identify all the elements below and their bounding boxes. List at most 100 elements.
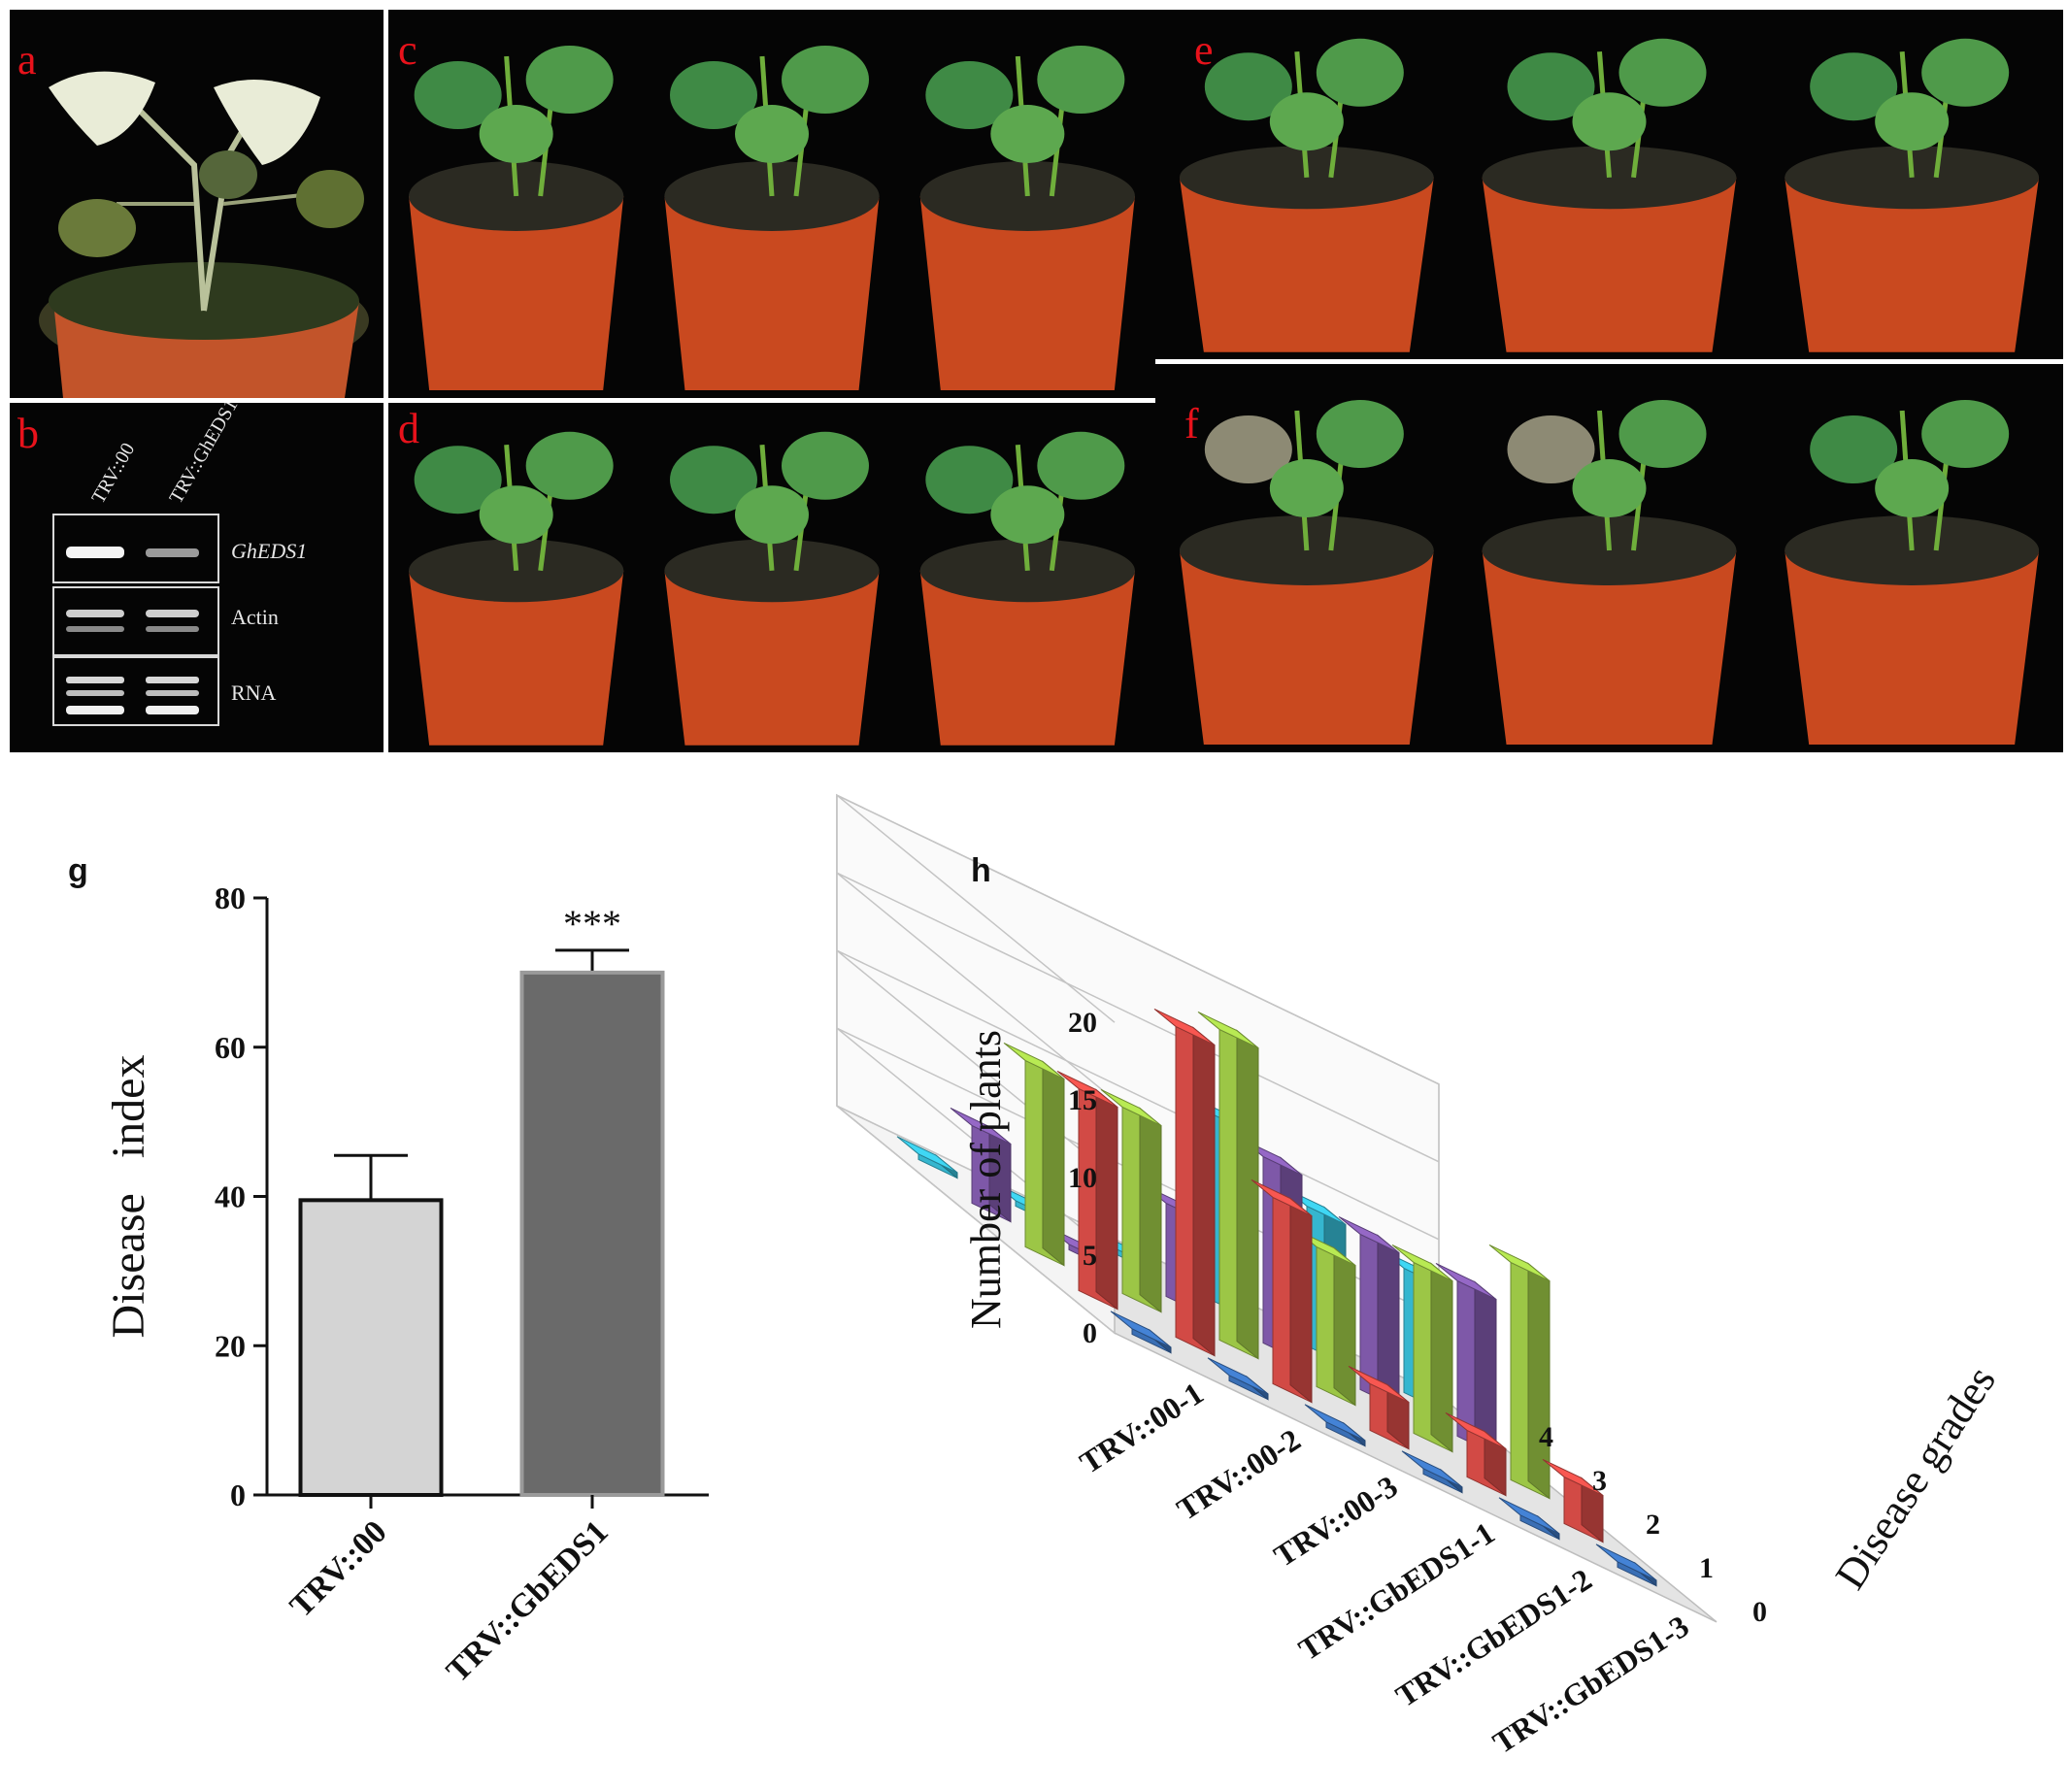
pot xyxy=(664,570,880,746)
bar-top xyxy=(1284,1187,1347,1226)
leaf xyxy=(479,485,553,545)
soil xyxy=(919,161,1135,231)
bar-side xyxy=(1420,1268,1444,1412)
gel-row-label-gheds1: GhEDS1 xyxy=(231,539,307,563)
pot xyxy=(409,196,624,390)
leaf xyxy=(735,105,809,163)
soil xyxy=(409,161,624,231)
leaf xyxy=(1204,52,1292,121)
chart-h-panel-label: h xyxy=(971,852,991,889)
bar-top xyxy=(1294,1228,1356,1267)
bar-side xyxy=(1226,1112,1250,1319)
pot xyxy=(919,570,1135,746)
leaf xyxy=(1316,38,1404,107)
y-tick-label: 0 xyxy=(230,1477,246,1512)
gridline xyxy=(836,872,1440,1163)
pot xyxy=(1784,177,2040,352)
bar-side xyxy=(1377,1234,1400,1410)
bar xyxy=(1422,1468,1463,1494)
bar-top xyxy=(1003,1042,1065,1080)
plant-photo-f xyxy=(1179,400,2040,745)
bar-top xyxy=(1110,1311,1172,1348)
bar xyxy=(1209,1112,1250,1319)
leaf xyxy=(1507,415,1595,483)
bar xyxy=(1306,1205,1347,1366)
bar-top xyxy=(1100,1088,1162,1127)
leaf xyxy=(990,105,1065,163)
z-tick-label: 20 xyxy=(1068,1007,1097,1039)
bar-side xyxy=(1042,1060,1065,1267)
bar-side xyxy=(1192,1026,1216,1357)
x-tick-label: TRV::00 xyxy=(284,1513,394,1624)
bar-side xyxy=(1474,1280,1497,1456)
leaf xyxy=(1810,52,1898,121)
leaf xyxy=(1507,52,1595,121)
bar xyxy=(1617,1561,1657,1587)
chart-g-panel-label: g xyxy=(68,852,88,889)
bar-side xyxy=(1149,1328,1172,1354)
bar xyxy=(1325,1421,1366,1447)
bar xyxy=(1228,1375,1269,1401)
bar xyxy=(1131,1328,1172,1354)
bar-top xyxy=(1241,1138,1303,1177)
leaf xyxy=(1204,415,1292,483)
category-label: TRV::00-1 xyxy=(1074,1376,1210,1480)
panel-label-d: d xyxy=(398,405,419,452)
plant-photo-e xyxy=(1179,38,2040,352)
bar xyxy=(1078,1087,1118,1311)
y-tick-label: 40 xyxy=(215,1179,246,1214)
panel-a-photo: a xyxy=(10,10,384,398)
pot xyxy=(1179,550,1434,745)
panel-label-a: a xyxy=(17,36,37,83)
bar-top xyxy=(1056,1070,1118,1109)
leaf xyxy=(1316,400,1404,468)
pot xyxy=(409,570,624,746)
bar-side xyxy=(988,1125,1012,1223)
bar-top xyxy=(1047,1226,1109,1264)
category-label: TRV::GbEDS1-1 xyxy=(1292,1515,1501,1668)
bar-top xyxy=(1348,1365,1410,1404)
bar xyxy=(298,1198,444,1497)
bar xyxy=(971,1124,1012,1223)
pot xyxy=(664,196,880,390)
leaf xyxy=(414,61,502,129)
bar xyxy=(1015,1200,1055,1226)
bar-side xyxy=(1095,1088,1118,1311)
bar-top xyxy=(896,1136,958,1174)
bar-top xyxy=(1435,1262,1497,1301)
panel-label-c: c xyxy=(398,26,417,74)
bar-side xyxy=(1527,1262,1551,1500)
bar-top xyxy=(1382,1249,1444,1288)
leaf xyxy=(1572,92,1647,151)
bar-top xyxy=(1488,1244,1551,1282)
panel-f-photo: f xyxy=(1155,364,2063,752)
bar-top xyxy=(1338,1215,1400,1254)
leaf xyxy=(1618,400,1707,468)
bar xyxy=(519,970,665,1497)
bar-side xyxy=(1236,1029,1259,1360)
z-axis-label: Number of plants xyxy=(962,1030,1010,1329)
leaf xyxy=(1037,431,1125,500)
bar xyxy=(1262,1155,1303,1363)
leaf xyxy=(1037,46,1125,114)
gridline xyxy=(836,1027,1440,1318)
floor-plane xyxy=(836,1105,1718,1623)
bar-side xyxy=(1246,1375,1269,1401)
bar-top xyxy=(1207,1357,1269,1395)
bar-side xyxy=(1343,1421,1366,1447)
bar-top xyxy=(1498,1497,1560,1535)
leaf xyxy=(782,46,869,114)
bar xyxy=(1510,1261,1551,1500)
bar xyxy=(1121,1106,1162,1313)
gridline xyxy=(836,794,1440,1085)
z-tick-label: 5 xyxy=(1083,1240,1097,1272)
soil xyxy=(919,539,1135,603)
panel-label-f: f xyxy=(1184,400,1199,448)
panel-e-photo: e xyxy=(1155,10,2063,359)
z-tick-label: 0 xyxy=(1083,1317,1097,1349)
grade-tick-label: 1 xyxy=(1699,1552,1714,1584)
pot xyxy=(1482,550,1737,745)
z-tick-label: 15 xyxy=(1068,1084,1097,1116)
side-wall xyxy=(836,793,1116,1335)
category-label: TRV::GbEDS1-2 xyxy=(1389,1562,1598,1714)
